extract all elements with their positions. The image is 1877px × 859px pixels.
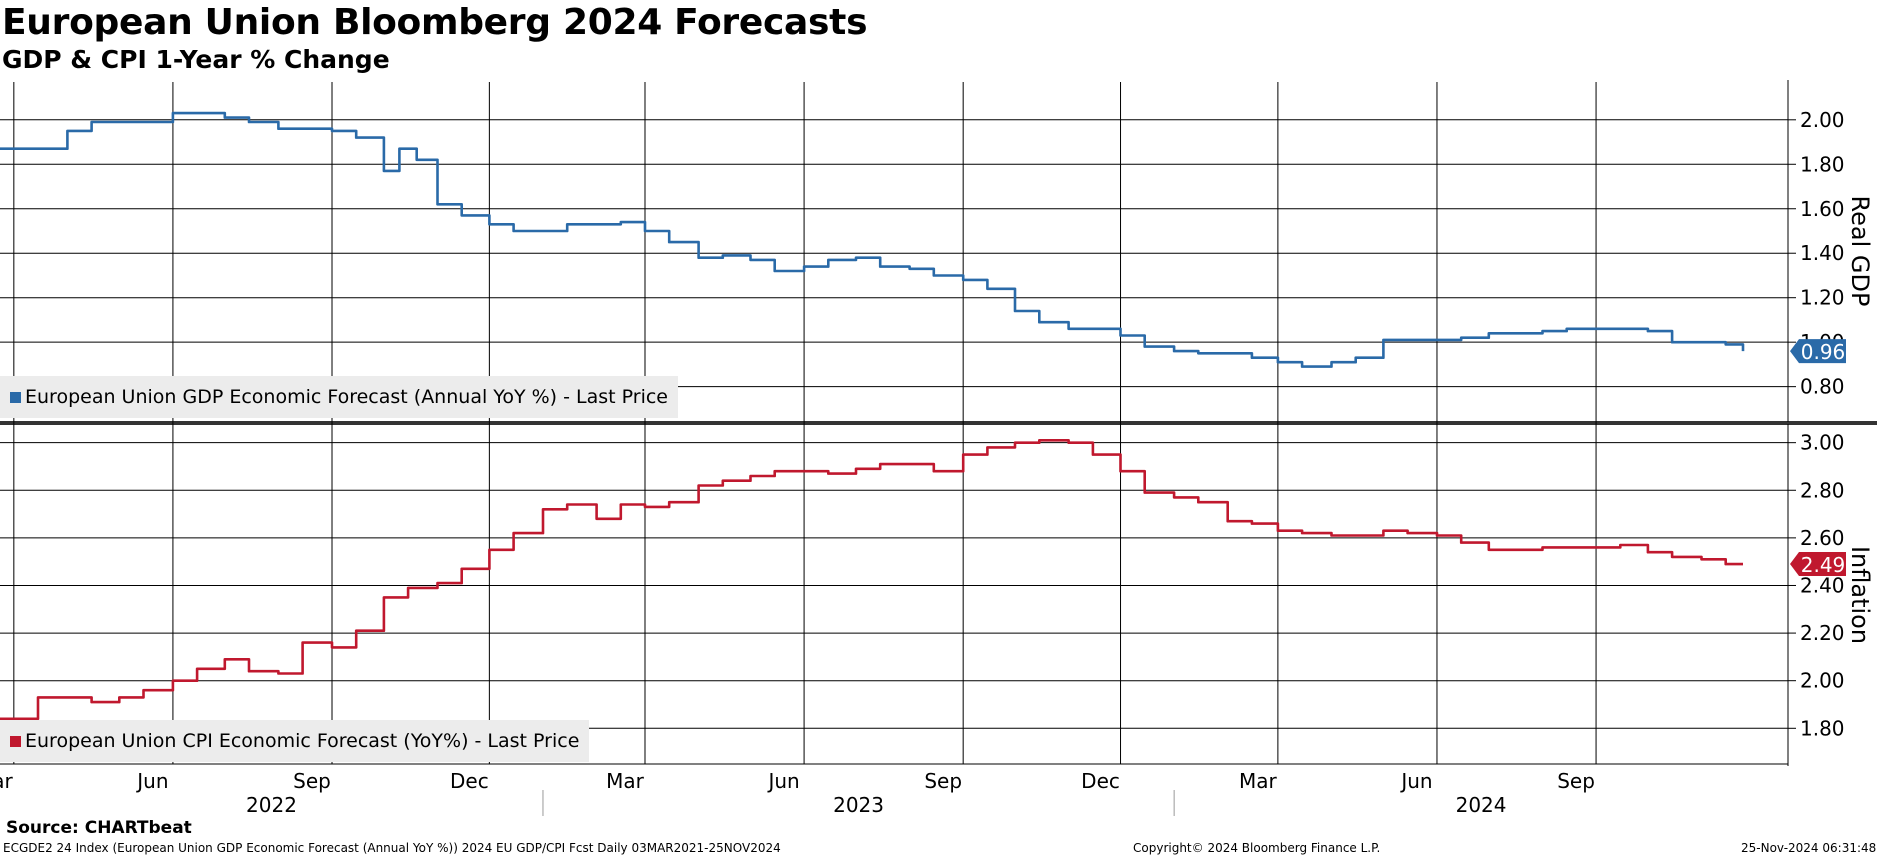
x-tick-label: Jun: [135, 769, 168, 793]
legend-cpi: European Union CPI Economic Forecast (Yo…: [0, 720, 590, 762]
x-tick-label: Sep: [293, 769, 331, 793]
y-axis-title: Inflation: [1846, 546, 1874, 644]
gdp-last-value-label: 0.96: [1801, 340, 1846, 364]
footer-source: Source: CHARTbeat: [6, 818, 192, 838]
x-tick-label: Jun: [1399, 769, 1432, 793]
footer-copyright: Copyright© 2024 Bloomberg Finance L.P.: [1133, 841, 1381, 855]
y-tick-label: 3.00: [1800, 431, 1845, 455]
series-layer: [0, 111, 1745, 721]
panel-separator: [0, 421, 1877, 425]
chart-title: European Union Bloomberg 2024 Forecasts: [2, 2, 868, 43]
y-tick-label: 1.60: [1800, 197, 1845, 221]
legend-gdp-swatch: [10, 391, 21, 403]
chart-subtitle: GDP & CPI 1-Year % Change: [2, 45, 390, 74]
x-tick-label: Mar: [606, 769, 645, 793]
y-tick-label: 1.40: [1800, 241, 1845, 265]
cpi-last-value-tag: [1790, 552, 1846, 577]
x-year-label: 2024: [1456, 793, 1507, 817]
x-tick-label: Mar: [1239, 769, 1278, 793]
y-tick-label: 2.00: [1800, 669, 1845, 693]
y-tick-label: 0.80: [1800, 375, 1845, 399]
x-tick-label: Dec: [1081, 769, 1120, 793]
footer-timestamp: 25-Nov-2024 06:31:48: [1741, 841, 1877, 855]
x-year-label: 2023: [833, 793, 884, 817]
x-tick-label: Sep: [1557, 769, 1595, 793]
gdp-last-value-tag: [1790, 339, 1846, 364]
legend-cpi-swatch: [10, 735, 21, 747]
x-tick-label: Sep: [924, 769, 962, 793]
y-tick-label: 2.00: [1800, 108, 1845, 132]
y-axis-title: Real GDP: [1846, 196, 1874, 307]
legend-gdp: European Union GDP Economic Forecast (An…: [0, 376, 678, 418]
footer-index-info: ECGDE2 24 Index (European Union GDP Econ…: [3, 841, 781, 855]
y-tick-label: 2.60: [1800, 526, 1845, 550]
y-tick-label: 2.40: [1800, 573, 1845, 597]
x-tick-label: Jun: [766, 769, 799, 793]
legend-cpi-label: European Union CPI Economic Forecast (Yo…: [25, 730, 580, 752]
legend-gdp-label: European Union GDP Economic Forecast (An…: [25, 386, 668, 408]
y-tick-label: 1.20: [1800, 286, 1845, 310]
y-tick-label: 2.80: [1800, 478, 1845, 502]
y-tick-label: 1.80: [1800, 152, 1845, 176]
gdp-series-line: [0, 111, 1745, 368]
x-tick-label: Mar: [0, 769, 13, 793]
y-tick-label: 1.80: [1800, 716, 1845, 740]
grid-layer: [0, 82, 1877, 764]
y-tick-label: 2.20: [1800, 621, 1845, 645]
x-tick-label: Dec: [450, 769, 489, 793]
x-year-label: 2022: [246, 793, 297, 817]
cpi-series-line: [0, 439, 1743, 721]
cpi-last-value-label: 2.49: [1801, 553, 1846, 577]
